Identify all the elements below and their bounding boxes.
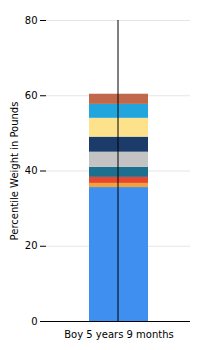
svg-text:Percentile Weight in Pounds: Percentile Weight in Pounds <box>9 102 20 241</box>
svg-text:80: 80 <box>25 15 38 26</box>
svg-text:Boy 5 years 9 months: Boy 5 years 9 months <box>64 329 174 340</box>
svg-text:40: 40 <box>25 165 38 176</box>
svg-text:0: 0 <box>31 316 37 327</box>
svg-text:20: 20 <box>25 240 38 251</box>
svg-text:60: 60 <box>25 90 38 101</box>
